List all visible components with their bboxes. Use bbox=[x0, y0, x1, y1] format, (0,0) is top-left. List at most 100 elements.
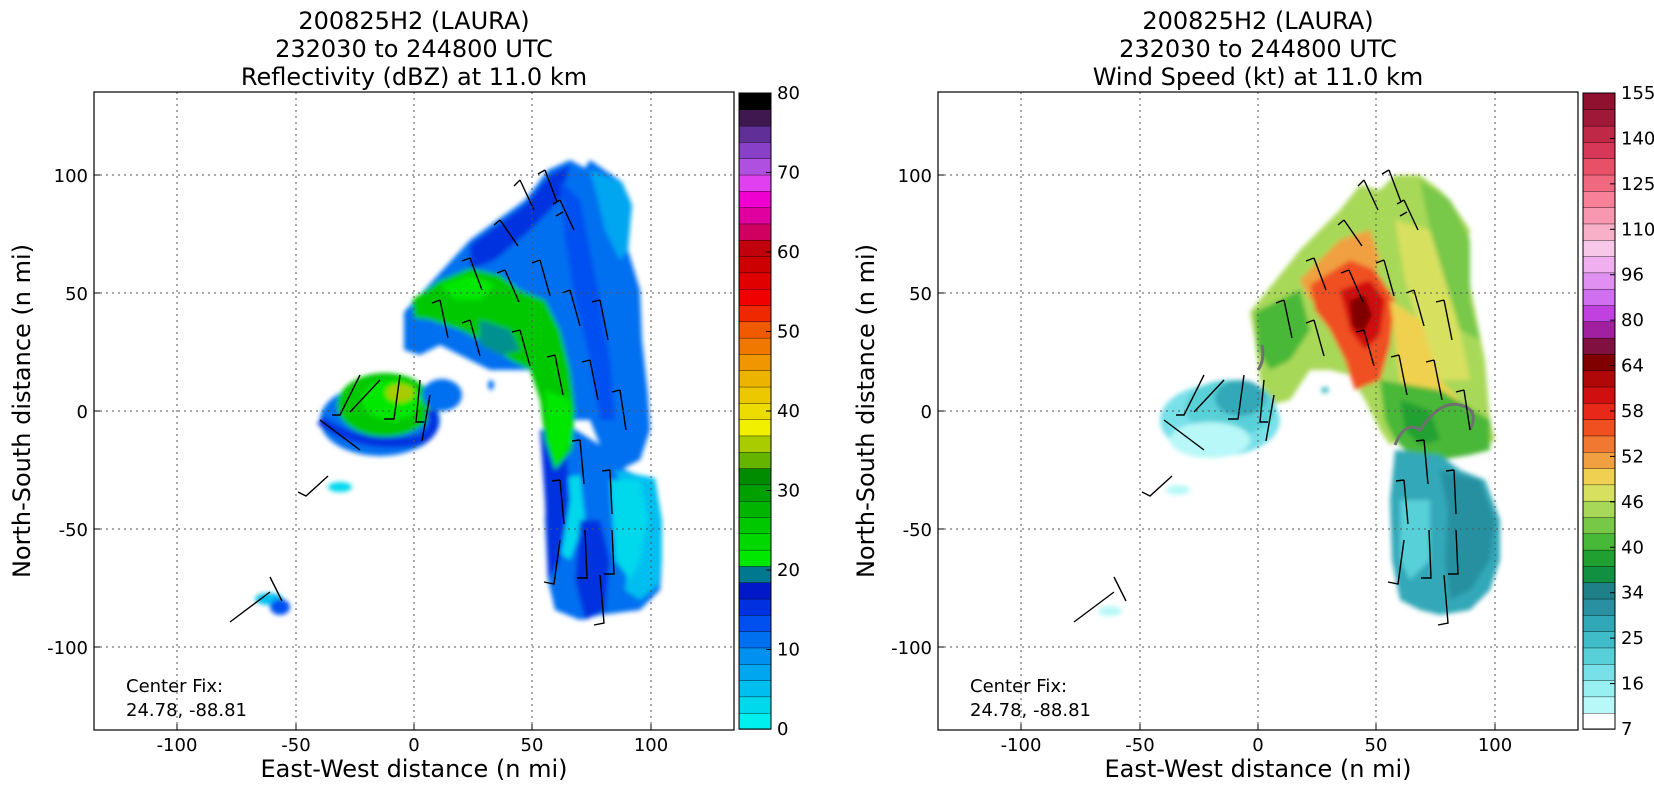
right-xlabel: East-West distance (n mi) bbox=[1104, 755, 1411, 783]
colorbar-tick-label: 140 bbox=[1621, 128, 1654, 149]
colorbar-swatch bbox=[738, 614, 772, 632]
colorbar-swatch bbox=[1582, 304, 1616, 323]
colorbar-swatch bbox=[1582, 451, 1616, 469]
colorbar-swatch bbox=[738, 500, 772, 518]
colorbar-swatch bbox=[1582, 467, 1616, 486]
colorbar-swatch bbox=[738, 353, 772, 371]
colorbar-swatch bbox=[738, 630, 772, 649]
colorbar-swatch bbox=[738, 92, 772, 111]
colorbar-swatch bbox=[738, 109, 772, 127]
colorbar-swatch bbox=[1582, 712, 1616, 730]
right-ytick: 0 bbox=[921, 402, 932, 423]
colorbar-tick-label: 16 bbox=[1621, 674, 1644, 695]
colorbar-swatch bbox=[1582, 370, 1616, 388]
colorbar-swatch bbox=[1582, 190, 1616, 208]
colorbar-swatch bbox=[738, 321, 772, 339]
colorbar-tick-label: 40 bbox=[777, 401, 800, 422]
colorbar-tick-label: 80 bbox=[777, 83, 800, 104]
colorbar-swatch bbox=[1582, 484, 1616, 502]
left-xtick: -100 bbox=[157, 735, 198, 756]
left-xtick: 100 bbox=[634, 735, 668, 756]
colorbar-tick-label: 52 bbox=[1621, 446, 1644, 467]
right-title-line-3: Wind Speed (kt) at 11.0 km bbox=[1093, 63, 1424, 91]
wind-speed-colorbar: 7 16 25 34 40 46 52 58 64 80 96 110 125 140 155 bbox=[1582, 83, 1654, 740]
colorbar-swatch bbox=[1582, 321, 1616, 339]
colorbar-swatch bbox=[1582, 174, 1616, 192]
right-title-line-2: 232030 to 244800 UTC bbox=[1119, 35, 1397, 63]
left-center-fix-value: 24.78, -88.81 bbox=[126, 700, 247, 721]
right-xtick: 0 bbox=[1252, 735, 1263, 756]
colorbar-tick-label: 58 bbox=[1621, 401, 1644, 422]
colorbar-tick-label: 7 bbox=[1621, 719, 1632, 740]
colorbar-swatch bbox=[1582, 598, 1616, 616]
left-ytick: -50 bbox=[59, 520, 88, 541]
right-ytick: 100 bbox=[898, 166, 932, 187]
colorbar-swatch bbox=[1582, 386, 1616, 404]
reflectivity-panel: 200825H2 (LAURA) 232030 to 244800 UTC Re… bbox=[8, 7, 800, 783]
colorbar-tick-label: 96 bbox=[1621, 265, 1644, 286]
right-title-line-1: 200825H2 (LAURA) bbox=[1142, 7, 1373, 35]
reflectivity-field bbox=[229, 160, 662, 626]
colorbar-swatch bbox=[738, 467, 772, 486]
right-xtick: 50 bbox=[1365, 735, 1388, 756]
colorbar-swatch bbox=[1582, 92, 1616, 111]
colorbar-tick-label: 34 bbox=[1621, 583, 1644, 604]
right-grid bbox=[938, 92, 1578, 730]
colorbar-tick-label: 50 bbox=[777, 322, 800, 343]
colorbar-swatch bbox=[738, 565, 772, 583]
colorbar-swatch bbox=[738, 451, 772, 469]
colorbar-tick-label: 60 bbox=[777, 242, 800, 263]
colorbar-tick-label: 70 bbox=[777, 163, 800, 184]
colorbar-swatch bbox=[738, 598, 772, 616]
right-xtick: -50 bbox=[1125, 735, 1154, 756]
colorbar-swatch bbox=[738, 304, 772, 323]
colorbar-swatch bbox=[1582, 353, 1616, 371]
colorbar-swatch bbox=[1582, 500, 1616, 518]
colorbar-swatch bbox=[1582, 288, 1616, 306]
colorbar-swatch bbox=[738, 582, 772, 600]
left-title-line-2: 232030 to 244800 UTC bbox=[275, 35, 553, 63]
wind-speed-field bbox=[1073, 169, 1500, 626]
colorbar-swatch bbox=[1582, 565, 1616, 583]
colorbar-swatch bbox=[1582, 255, 1616, 274]
colorbar-swatch bbox=[738, 370, 772, 388]
colorbar-swatch bbox=[738, 679, 772, 698]
colorbar-tick-label: 110 bbox=[1621, 219, 1654, 240]
wind-speed-panel: 200825H2 (LAURA) 232030 to 244800 UTC Wi… bbox=[852, 7, 1654, 783]
colorbar-swatch bbox=[1582, 206, 1616, 225]
colorbar-swatch bbox=[738, 418, 772, 437]
right-center-fix-label: Center Fix: bbox=[970, 676, 1067, 697]
colorbar-swatch bbox=[1582, 141, 1616, 159]
colorbar-swatch bbox=[738, 549, 772, 567]
colorbar-tick-label: 80 bbox=[1621, 310, 1644, 331]
colorbar-tick-label: 155 bbox=[1621, 83, 1654, 104]
colorbar-swatch bbox=[1582, 239, 1616, 257]
right-xtick: 100 bbox=[1478, 735, 1512, 756]
left-xlabel: East-West distance (n mi) bbox=[260, 755, 567, 783]
colorbar-swatch bbox=[738, 337, 772, 355]
colorbar-swatch bbox=[1582, 647, 1616, 665]
colorbar-swatch bbox=[738, 272, 772, 290]
colorbar-swatch bbox=[1582, 109, 1616, 127]
colorbar-swatch bbox=[1582, 630, 1616, 649]
left-title-line-1: 200825H2 (LAURA) bbox=[298, 7, 529, 35]
colorbar-swatch bbox=[738, 696, 772, 714]
colorbar-tick-label: 20 bbox=[777, 560, 800, 581]
wind-max-contour bbox=[1393, 402, 1475, 446]
colorbar-swatch bbox=[1582, 663, 1616, 681]
right-ytick: -100 bbox=[891, 638, 932, 659]
colorbar-tick-label: 30 bbox=[777, 481, 800, 502]
colorbar-tick-label: 10 bbox=[777, 640, 800, 661]
colorbar-swatch bbox=[738, 239, 772, 257]
colorbar-swatch bbox=[1582, 435, 1616, 453]
reflectivity-colorbar: 0 10 20 30 40 50 60 70 80 bbox=[738, 83, 800, 740]
left-xtick: 0 bbox=[408, 735, 419, 756]
colorbar-tick-label: 25 bbox=[1621, 628, 1644, 649]
colorbar-swatch bbox=[738, 712, 772, 730]
colorbar-swatch bbox=[738, 386, 772, 404]
colorbar-swatch bbox=[738, 663, 772, 681]
colorbar-swatch bbox=[738, 435, 772, 453]
left-ylabel: North-South distance (n mi) bbox=[8, 244, 36, 578]
colorbar-swatch bbox=[738, 533, 772, 551]
